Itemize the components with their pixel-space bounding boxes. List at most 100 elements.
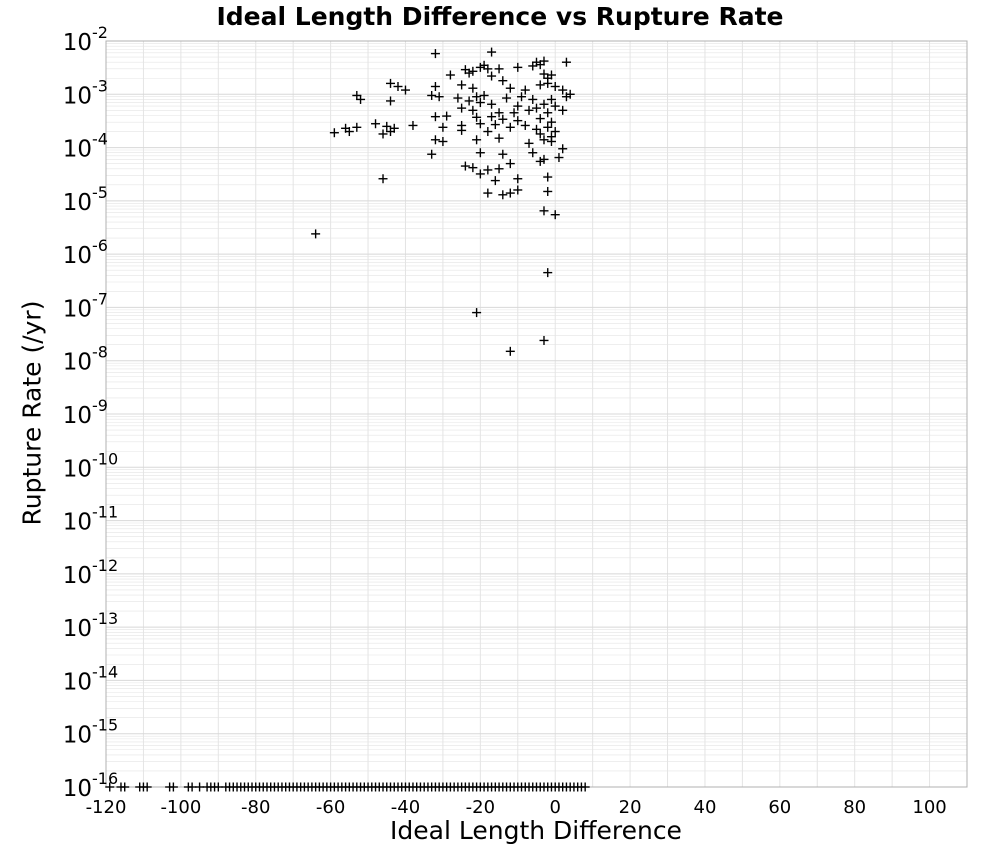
data-point (168, 782, 178, 792)
data-point (539, 335, 549, 345)
data-point (352, 122, 362, 132)
y-tick-label: 10 (63, 510, 92, 536)
y-tick-exponent: -7 (92, 289, 108, 308)
x-tick-label: -120 (86, 797, 127, 818)
data-point (386, 78, 396, 88)
data-point (550, 101, 560, 111)
data-point (472, 112, 482, 122)
data-point (505, 159, 515, 169)
data-point (513, 101, 523, 111)
data-points (105, 47, 590, 792)
y-tick-exponent: -2 (92, 23, 108, 42)
x-tick-label: -20 (466, 797, 495, 818)
data-point (535, 80, 545, 90)
data-point (539, 154, 549, 164)
data-point (535, 60, 545, 70)
y-tick-exponent: -10 (92, 449, 118, 468)
data-point (344, 127, 354, 137)
data-point (509, 108, 519, 118)
data-point (550, 127, 560, 137)
y-tick-label: 10 (63, 776, 92, 802)
data-point (550, 81, 560, 91)
y-tick-label: 10 (63, 350, 92, 376)
x-tick-label: 80 (843, 797, 866, 818)
y-tick-exponent: -6 (92, 236, 108, 255)
data-point (546, 94, 556, 104)
y-tick-exponent: -16 (92, 769, 118, 788)
data-point (472, 308, 482, 318)
y-tick-label: 10 (63, 669, 92, 695)
x-tick-label: 20 (619, 797, 642, 818)
data-point (442, 111, 452, 121)
grid-lines (105, 41, 968, 788)
data-point (487, 71, 497, 81)
data-point (468, 105, 478, 115)
y-tick-label: 10 (63, 190, 92, 216)
data-point (520, 120, 530, 130)
data-point (490, 176, 500, 186)
data-point (554, 153, 564, 163)
x-tick-label: 40 (694, 797, 717, 818)
data-point (543, 172, 553, 182)
x-tick-label: -60 (316, 797, 345, 818)
data-point (142, 782, 152, 792)
data-point (513, 185, 523, 195)
data-point (464, 96, 474, 106)
data-point (498, 149, 508, 159)
y-tick-label: 10 (63, 30, 92, 56)
data-point (475, 62, 485, 72)
data-point (558, 105, 568, 115)
chart-title: Ideal Length Difference vs Rupture Rate (216, 2, 784, 31)
y-tick-exponent: -4 (92, 130, 108, 149)
data-point (393, 81, 403, 91)
y-tick-exponent: -15 (92, 716, 118, 735)
data-point (528, 148, 538, 158)
data-point (472, 135, 482, 145)
data-point (120, 782, 130, 792)
y-tick-exponent: -14 (92, 662, 118, 681)
data-point (494, 64, 504, 74)
data-point (487, 47, 497, 57)
data-point (457, 125, 467, 135)
data-point (532, 124, 541, 134)
y-tick-exponent: -12 (92, 556, 118, 575)
x-tick-label: 0 (549, 797, 560, 818)
data-point (487, 99, 497, 109)
data-point (528, 94, 538, 104)
data-point (430, 49, 440, 59)
data-point (580, 782, 590, 792)
data-point (371, 119, 381, 129)
data-point (430, 135, 440, 145)
data-point (483, 165, 493, 175)
x-axis-label: Ideal Length Difference (390, 816, 682, 845)
data-point (505, 122, 515, 132)
data-point (105, 782, 115, 792)
data-point (546, 117, 556, 127)
data-point (378, 174, 388, 184)
data-point (505, 83, 515, 93)
y-tick-label: 10 (63, 723, 92, 749)
data-point (457, 80, 467, 90)
data-point (329, 128, 339, 138)
y-tick-exponent: -9 (92, 396, 108, 415)
data-point (513, 174, 523, 184)
data-point (561, 57, 571, 67)
data-point (539, 99, 549, 109)
data-point (498, 76, 508, 86)
y-tick-label: 10 (63, 137, 92, 163)
data-point (520, 85, 530, 95)
data-point (400, 85, 410, 95)
y-tick-exponent: -3 (92, 76, 108, 95)
y-tick-label: 10 (63, 403, 92, 429)
data-point (513, 116, 523, 126)
x-tick-label: 60 (768, 797, 791, 818)
data-point (457, 103, 467, 113)
data-point (479, 90, 489, 100)
y-tick-exponent: -8 (92, 343, 108, 362)
data-point (475, 119, 485, 129)
data-point (352, 90, 362, 100)
data-point (535, 129, 545, 139)
y-tick-label: 10 (63, 83, 92, 109)
data-point (408, 120, 418, 130)
